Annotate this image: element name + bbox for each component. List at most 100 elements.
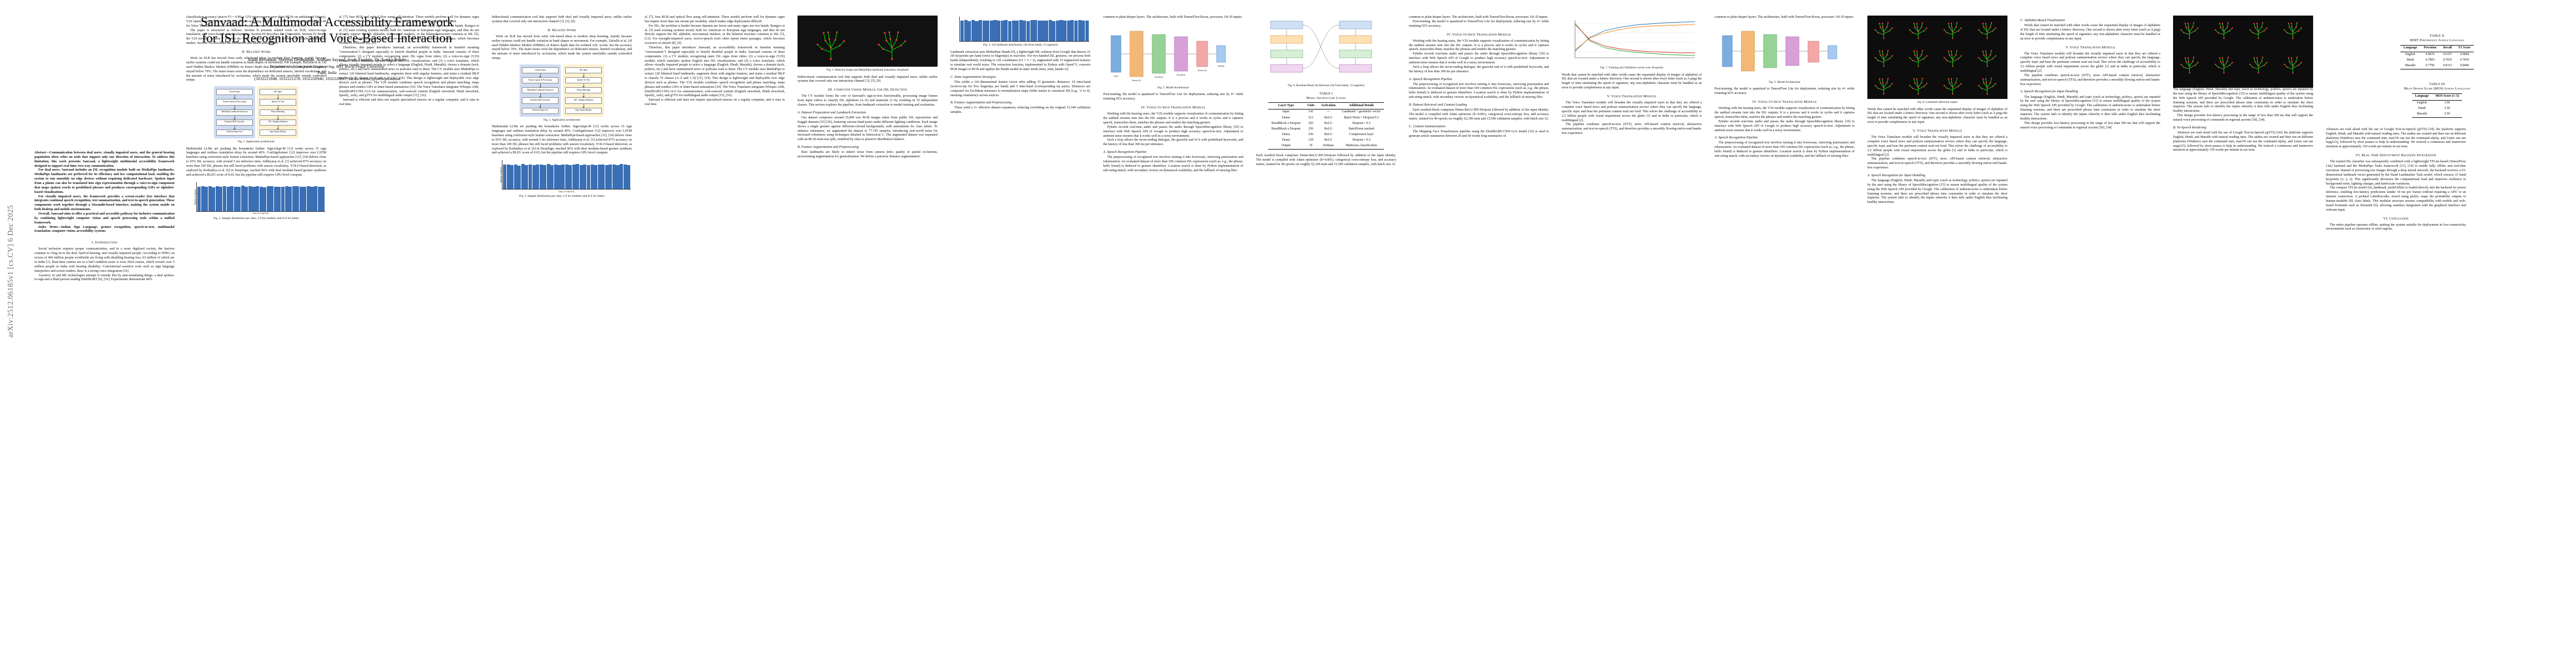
hand-skeleton-icon [1978,77,1996,95]
flow-node: Frame Capture & Processing [216,99,253,106]
chart-bar [1030,20,1034,41]
flow-node: Gesture Input [216,89,253,96]
chart-bar [1012,20,1015,41]
col6-paragraph-3: Our dataset comprises around 25,000 raw … [798,116,938,142]
chart-bar [277,186,281,211]
col3-paragraph-2: For ISL, the problem is harder because d… [339,24,479,46]
table-2-caption: BERT Performance Across Languages [2410,38,2464,42]
table-row: Marathi 3.50 [2411,111,2463,118]
hand-skeleton-icon [1909,49,1927,67]
section-heading-voice-translation-module: V. Voice Translation Module [2065,45,2115,49]
subsection-speech-pipeline-3: A. Speech Recognition Pipeline [1715,136,1758,140]
col10-paragraph-1: common to plain deeper layers. The archi… [1409,16,1548,19]
hand-skeleton-icon [1875,77,1893,95]
col2-paragraph-2: The paper is structured as follows: Sect… [186,28,326,46]
figure-6-residual-block [1256,16,1396,82]
hand-skeleton-icon [2284,22,2302,39]
table-cell: 0.7796 [2420,63,2440,69]
chart-bar [539,165,543,190]
flow-pane-voice: Mic Input Speech-To-Text Phrase Matching… [257,86,298,138]
col4-paragraph-3: Multimodal LLMs are pushing the boundari… [492,125,632,155]
chart-bar [1082,20,1085,41]
flow-node: Residual MLP Classifier [216,119,253,126]
column-5: al. [7], fuse RGB and optical flow using… [645,16,785,107]
hand-skeleton-icon [1944,22,1962,39]
figure-3: Fig. 3. Detector image and MediaPipe lan… [798,16,938,72]
table-2-header-cell: Precision [2420,44,2440,52]
table-cell: 141 [1308,110,1313,114]
figure-2-bar-chart-2: Number of samples Class (1-9 and A-Z) [492,159,632,193]
column-9: Fig. 6. Residual Block Architecture (3it… [1256,16,1396,167]
figure-1-flow-diagram: Gesture Input Frame Capture & Processing… [186,86,326,138]
chart-bar [536,164,540,190]
chart-bar [546,164,550,190]
flow-node: MediaPipe Landmark Extraction [216,109,253,116]
chart-bars [197,182,325,211]
chart-bar [237,186,241,211]
chart-bar [299,187,303,211]
chart-bar [212,187,216,211]
flow-pane-gesture: Gesture Input Frame Capture & Processing… [214,86,255,138]
figure-7: Fig. 7. Training and Validation curves o… [1562,16,1702,70]
chart-bar [623,165,627,190]
table-cell: ReLU [1324,121,1333,125]
col11-paragraph-1: Words that cannot be matched with other … [1562,73,1702,90]
chart-bar [1034,19,1038,41]
col5-paragraph-1: al. [7], fuse RGB and optical flow using… [645,16,785,23]
city: Pune, India [317,69,337,75]
chart-bar [233,186,237,211]
chart-bar [263,187,267,211]
col15-paragraph-1: The language (English, Hindi, Marathi) a… [2173,88,2313,113]
column-16-text: Abstracts are read aloud with the use of… [2326,128,2466,232]
figure-5: Input Dense 512 Res Block Res Block Dens… [1103,23,1243,90]
page-title: Sanvaad: A Multimodal Accessibility Fram… [20,14,634,47]
figure-7-training-curves [1562,16,1702,64]
figure-1-duplicate: Gesture Input Frame Capture & Processing… [492,64,632,122]
chart-bar [597,165,601,190]
chart-bar [968,21,971,41]
flow-node: Sign Output Display [565,107,602,114]
table-cell: Marathi [2411,111,2433,118]
chart-bar [1019,20,1023,41]
table-cell: ReLU [1324,138,1333,142]
col2-paragraph-3: Work on SLR has moved from early rule-ba… [186,57,326,82]
figure-5-duplicate: Fig. 5. Model Architecture [1715,23,1855,84]
chart-bar [543,165,547,190]
chart-bar [510,165,514,190]
table-2-number: TABLE II [2429,34,2445,38]
hand-skeleton-icon [2215,22,2233,39]
section-heading-related-work-2: II. Related Work [547,28,576,32]
subsection-alphabet-visualization: C. Alphabet-Based Visualization [2020,18,2065,22]
chart-bar [259,186,263,211]
hand-skeleton-icon [1978,22,1996,39]
col6-paragraph-4: Raw landmarks are likely to inherit nois… [798,151,938,159]
table-1-header-cell: Additional Details [1339,102,1384,110]
hand-skeleton-icon [2249,22,2268,39]
table-3: TABLE III Mean Opinion Score (MOS) Acros… [2326,83,2548,118]
figure-5-caption: Fig. 5. Model Architecture [1157,86,1189,89]
table-cell: 3.50 [2444,106,2450,110]
figure-4: Fig. 4. 143 landmark distribution, (3it … [950,16,1090,47]
col6-paragraph-1: bidirectional communication tool that su… [798,75,938,83]
chart-bar [270,186,274,211]
column-12: common to plain deeper layers. The archi… [1715,16,1855,159]
hand-skeleton-icon [1944,49,1962,67]
table-cell: 256 [1308,132,1313,136]
col6-paragraph-2: The CV module forms the core of Sanvaad'… [798,94,938,107]
flow-node: Phrase Matching [565,87,602,94]
table-cell: Hindi [2406,58,2414,62]
column-3: al. [7], fuse RGB and optical flow using… [339,16,479,107]
table-cell: 0.8313 [2439,63,2455,69]
subsection-feature-augmentation: B. Feature Augmentation and Preprocessin… [798,145,859,150]
col14-paragraph-1: Words that cannot be matched with other … [2020,24,2160,41]
figure-9-landmark-grid [2173,16,2313,88]
flow-node: Predicted Sign Text [216,129,253,136]
col10-paragraph-3: Working with the hearing users, the V2S … [1409,39,1549,52]
table-cell: 0.7819 [2460,58,2469,62]
table-row: ResidBlock x Dropout 256 ReLU BatchNorm sta… [1268,127,1384,132]
table-row: Dense 128 ReLU Dropout = 0.2 [1268,138,1384,143]
col4-paragraph-1: bidirectional communication tool that su… [492,16,632,23]
chart-bar [1085,21,1089,41]
chart-bar [1023,20,1027,41]
flow-node: Mic Input [565,67,602,74]
